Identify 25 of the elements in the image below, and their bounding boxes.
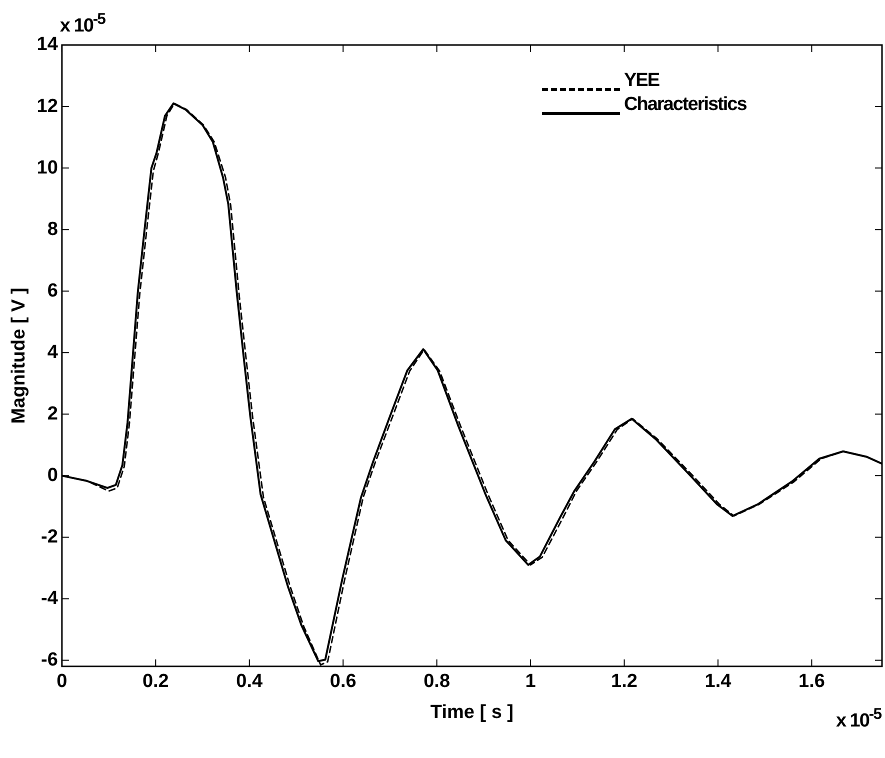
y-tick-label: 2 (47, 403, 58, 424)
legend-label: YEE (624, 70, 660, 92)
y-tick-label: 12 (36, 96, 58, 117)
x-tick-label: 0.6 (330, 671, 356, 692)
y-tick-label: 10 (36, 157, 58, 178)
y-axis-title: Magnitude [ V ] (8, 288, 30, 424)
y-tick-label: -6 (41, 649, 58, 670)
text: x 10$^{-5}$ (60, 11, 105, 38)
x-tick-label: 1.4 (704, 671, 732, 692)
x-tick-label: 0.2 (142, 671, 169, 692)
x-tick-label: 0.8 (424, 671, 450, 692)
y-tick-label: -2 (41, 526, 58, 548)
text: x 10$^{-5}$ (836, 706, 881, 733)
y-tick-label: -4 (41, 588, 58, 609)
x-tick-label: 0.4 (236, 671, 264, 692)
x-tick-label: 1.6 (798, 671, 825, 692)
y-tick-label: 0 (47, 464, 58, 486)
legend-label: Characteristics (624, 94, 746, 116)
y-tick-label: 6 (47, 280, 58, 302)
x-tick-label: 1 (525, 671, 536, 692)
y-tick-label: 4 (47, 342, 58, 363)
y-tick-label: 14 (36, 34, 58, 56)
x-tick-label: 1.2 (611, 671, 638, 692)
y-tick-label: 8 (47, 218, 58, 240)
x-axis-title: Time [ s ] (430, 702, 514, 723)
